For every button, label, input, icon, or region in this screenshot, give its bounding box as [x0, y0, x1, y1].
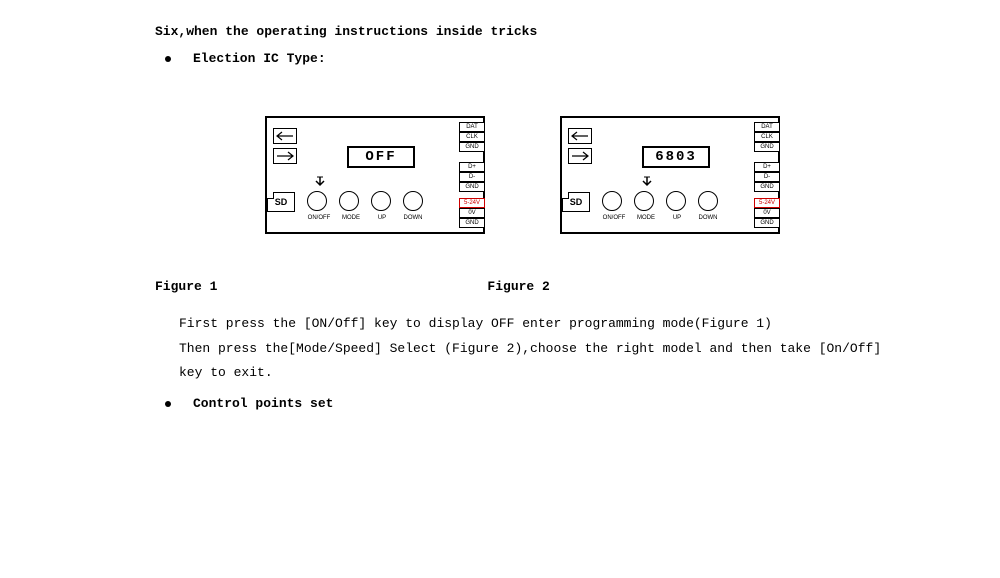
- figures-container: SD OFF ON/OFF MODE UP DOWN DAT CLK GND: [265, 116, 935, 234]
- terminals-bot: 5-24V 0V GND: [754, 198, 780, 228]
- button-labels: ON/OFF MODE UP DOWN: [303, 215, 429, 221]
- body-line: Then press the[Mode/Speed] Select (Figur…: [179, 337, 935, 362]
- sd-slot: SD: [267, 192, 295, 212]
- bullet-item-1: Election IC Type:: [165, 51, 935, 66]
- device-figure-1: SD OFF ON/OFF MODE UP DOWN DAT CLK GND: [265, 116, 485, 234]
- left-arrow-icon: [273, 128, 297, 144]
- lcd-display: OFF: [347, 146, 415, 168]
- section-heading: Six,when the operating instructions insi…: [155, 24, 935, 39]
- bullet-text: Election IC Type:: [193, 51, 326, 66]
- terminals-mid: D+ D- GND: [459, 162, 485, 192]
- button-row: [602, 191, 718, 211]
- terminals-bot: 5-24V 0V GND: [459, 198, 485, 228]
- lcd-display: 6803: [642, 146, 710, 168]
- mode-button: [634, 191, 654, 211]
- left-arrow-icon: [568, 128, 592, 144]
- down-button: [403, 191, 423, 211]
- onoff-button: [307, 191, 327, 211]
- bullet-icon: [165, 56, 171, 62]
- right-arrow-icon: [273, 148, 297, 164]
- button-labels: ON/OFF MODE UP DOWN: [598, 215, 724, 221]
- bullet-text: Control points set: [193, 396, 333, 411]
- terminals-top: DAT CLK GND: [459, 122, 485, 152]
- onoff-button: [602, 191, 622, 211]
- body-line: key to exit.: [179, 361, 935, 386]
- bullet-item-2: Control points set: [165, 396, 935, 411]
- bullet-icon: [165, 401, 171, 407]
- terminals-top: DAT CLK GND: [754, 122, 780, 152]
- mode-button: [339, 191, 359, 211]
- figure-1-label: Figure 1: [155, 279, 217, 294]
- figure-labels-row: Figure 1 Figure 2: [155, 279, 935, 294]
- instruction-text: First press the [ON/Off] key to display …: [179, 312, 935, 386]
- body-line: First press the [ON/Off] key to display …: [179, 312, 935, 337]
- up-button: [371, 191, 391, 211]
- right-arrow-icon: [568, 148, 592, 164]
- terminals-mid: D+ D- GND: [754, 162, 780, 192]
- up-button: [666, 191, 686, 211]
- device-figure-2: SD 6803 ON/OFF MODE UP DOWN DAT CLK GND: [560, 116, 780, 234]
- figure-2-label: Figure 2: [487, 279, 549, 294]
- button-row: [307, 191, 423, 211]
- down-button: [698, 191, 718, 211]
- sd-slot: SD: [562, 192, 590, 212]
